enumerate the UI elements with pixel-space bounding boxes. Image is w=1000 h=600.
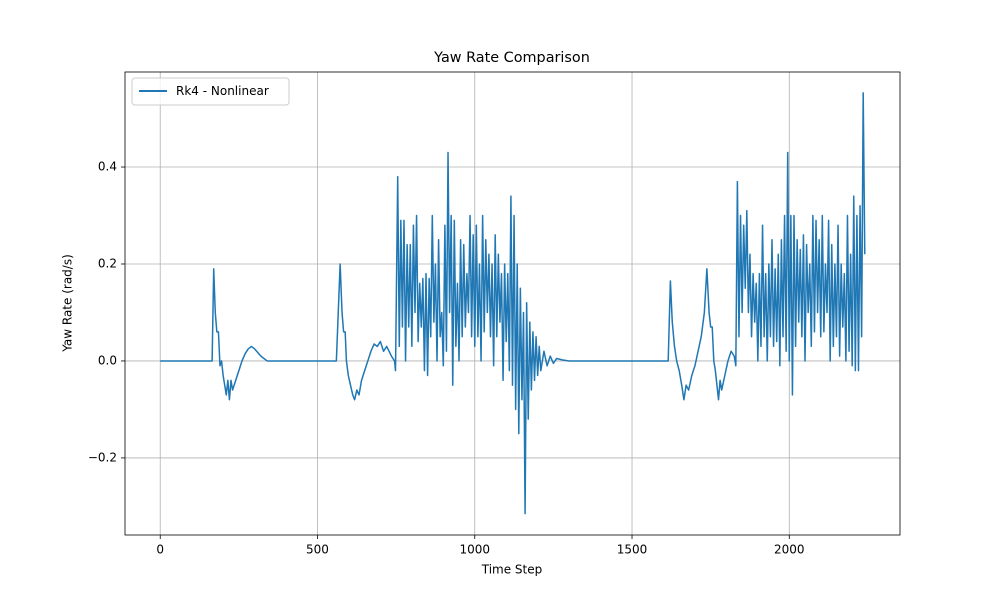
y-tick-label: −0.2 [88,450,117,464]
x-tick-label: 0 [156,543,164,557]
ticks: 0 500 1000 1500 2000 −0.2 0.0 0.2 0.4 [88,160,805,557]
y-tick-label: 0.0 [98,353,117,367]
x-tick-label: 1000 [459,543,490,557]
x-axis-label: Time Step [481,563,543,577]
plot-area [160,92,866,515]
x-tick-label: 1500 [617,543,648,557]
chart-title: Yaw Rate Comparison [433,50,590,66]
y-tick-label: 0.4 [98,160,117,174]
data-line [160,92,866,515]
legend-box [131,77,290,106]
x-tick-label: 2000 [774,543,805,557]
legend-label: Rk4 - Nonlinear [176,84,269,98]
axes-frame [124,71,901,536]
y-axis-label: Yaw Rate (rad/s) [61,254,75,353]
y-tick-label: 0.2 [98,256,117,270]
x-tick-label: 500 [306,543,329,557]
legend: Rk4 - Nonlinear [131,77,290,106]
